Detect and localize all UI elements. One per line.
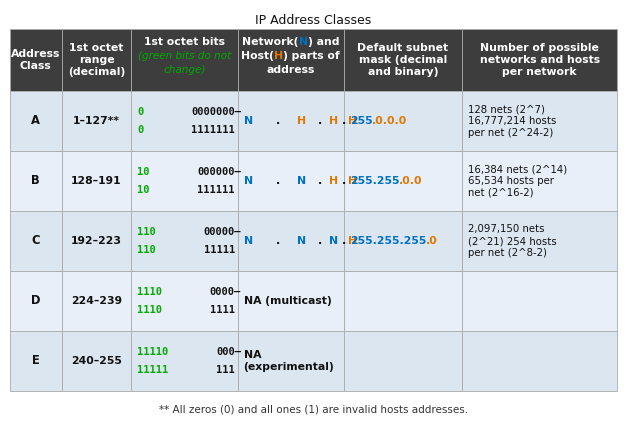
- Text: 255.255: 255.255: [350, 176, 399, 186]
- Text: 192–223: 192–223: [71, 236, 122, 246]
- Bar: [132, 29, 238, 91]
- Bar: [132, 211, 238, 271]
- Text: 10: 10: [137, 185, 150, 195]
- Text: H: H: [348, 176, 357, 186]
- Text: D: D: [31, 294, 41, 308]
- Text: NA
(experimental): NA (experimental): [244, 350, 334, 372]
- Text: 11111: 11111: [204, 245, 235, 255]
- Text: 0000000–: 0000000–: [191, 107, 241, 117]
- Bar: [238, 29, 344, 91]
- Text: change): change): [163, 65, 206, 75]
- Bar: [462, 91, 617, 151]
- Text: H: H: [329, 176, 338, 186]
- Text: N: N: [329, 236, 338, 246]
- Text: A: A: [31, 115, 40, 127]
- Text: 0: 0: [137, 107, 144, 117]
- Text: Default subnet
mask (decimal
and binary): Default subnet mask (decimal and binary): [357, 43, 448, 77]
- Text: N: N: [244, 236, 253, 246]
- Text: 255.255.255: 255.255.255: [350, 236, 426, 246]
- Text: NA (multicast): NA (multicast): [244, 296, 332, 306]
- Text: 11111: 11111: [137, 365, 169, 375]
- Text: 000000–: 000000–: [198, 167, 241, 177]
- Text: 240–255: 240–255: [71, 356, 122, 366]
- Text: 224–239: 224–239: [71, 296, 122, 306]
- Bar: [344, 211, 462, 271]
- Bar: [61, 91, 132, 151]
- Bar: [344, 331, 462, 391]
- Text: 16,384 nets (2^14)
65,534 hosts per
net (2^16-2): 16,384 nets (2^14) 65,534 hosts per net …: [468, 164, 567, 198]
- Text: 111: 111: [216, 365, 235, 375]
- Bar: [238, 271, 344, 331]
- Bar: [10, 151, 61, 211]
- Text: N: N: [297, 176, 306, 186]
- Text: 2,097,150 nets
(2^21) 254 hosts
per net (2^8-2): 2,097,150 nets (2^21) 254 hosts per net …: [468, 224, 557, 257]
- Text: Host(: Host(: [241, 51, 274, 61]
- Bar: [132, 331, 238, 391]
- Text: IP Address Classes: IP Address Classes: [255, 14, 372, 27]
- Text: .: .: [277, 176, 280, 186]
- Text: ) and: ) and: [308, 37, 339, 47]
- Bar: [132, 91, 238, 151]
- Text: .: .: [277, 116, 280, 126]
- Bar: [10, 211, 61, 271]
- Text: N: N: [297, 236, 306, 246]
- Text: ) parts of: ) parts of: [283, 51, 340, 61]
- Text: .0.0.0: .0.0.0: [372, 116, 408, 126]
- Bar: [462, 151, 617, 211]
- Text: B: B: [31, 175, 40, 187]
- Bar: [61, 151, 132, 211]
- Bar: [61, 331, 132, 391]
- Text: 11110: 11110: [137, 347, 169, 357]
- Text: H: H: [348, 116, 357, 126]
- Text: Address
Class: Address Class: [11, 49, 60, 71]
- Text: C: C: [31, 235, 40, 248]
- Bar: [132, 271, 238, 331]
- Text: 1110: 1110: [137, 305, 162, 315]
- Bar: [10, 29, 61, 91]
- Text: H: H: [274, 51, 283, 61]
- Text: 1111: 1111: [210, 305, 235, 315]
- Text: 110: 110: [137, 227, 156, 237]
- Text: Network(: Network(: [242, 37, 298, 47]
- Text: 128–191: 128–191: [71, 176, 122, 186]
- Text: .: .: [317, 176, 322, 186]
- Bar: [61, 271, 132, 331]
- Text: ** All zeros (0) and all ones (1) are invalid hosts addresses.: ** All zeros (0) and all ones (1) are in…: [159, 405, 468, 415]
- Bar: [344, 29, 462, 91]
- Text: 000–: 000–: [216, 347, 241, 357]
- Text: N: N: [244, 116, 253, 126]
- Text: .: .: [342, 236, 347, 246]
- Text: .: .: [317, 116, 322, 126]
- Text: 0000–: 0000–: [210, 287, 241, 297]
- Text: H: H: [348, 236, 357, 246]
- Bar: [462, 211, 617, 271]
- Text: .0.0: .0.0: [399, 176, 423, 186]
- Bar: [61, 29, 132, 91]
- Text: 110: 110: [137, 245, 156, 255]
- Text: 10: 10: [137, 167, 150, 177]
- Text: E: E: [32, 354, 40, 368]
- Text: 255: 255: [350, 116, 372, 126]
- Bar: [462, 331, 617, 391]
- Text: .0: .0: [426, 236, 438, 246]
- Text: H: H: [297, 116, 306, 126]
- Text: 111111: 111111: [198, 185, 235, 195]
- Text: .: .: [277, 236, 280, 246]
- Text: .: .: [317, 236, 322, 246]
- Bar: [238, 331, 344, 391]
- Bar: [61, 211, 132, 271]
- Text: Number of possible
networks and hosts
per network: Number of possible networks and hosts pe…: [480, 43, 599, 77]
- Text: 1111111: 1111111: [191, 125, 235, 135]
- Bar: [238, 151, 344, 211]
- Text: N: N: [244, 176, 253, 186]
- Text: .: .: [342, 176, 347, 186]
- Text: 1110: 1110: [137, 287, 162, 297]
- Bar: [462, 29, 617, 91]
- Bar: [238, 91, 344, 151]
- Bar: [10, 331, 61, 391]
- Text: (green bits do not: (green bits do not: [138, 51, 231, 61]
- Text: N: N: [298, 37, 308, 47]
- Text: 1–127**: 1–127**: [73, 116, 120, 126]
- Bar: [238, 211, 344, 271]
- Text: 1st octet
range
(decimal): 1st octet range (decimal): [68, 43, 125, 77]
